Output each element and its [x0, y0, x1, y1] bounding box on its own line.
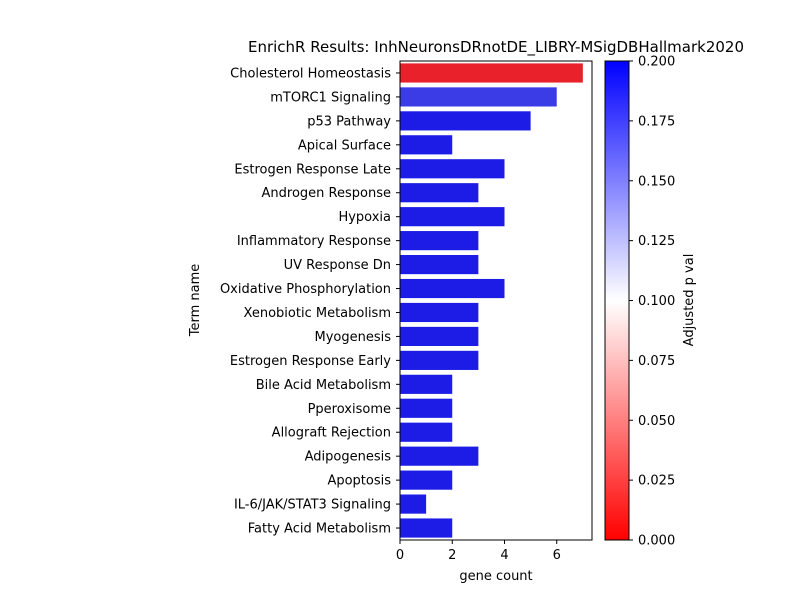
colorbar-tick-label: 0.150 [638, 174, 675, 189]
y-tick-label: Pperoxisome [308, 402, 391, 417]
y-tick-label: Xenobiotic Metabolism [244, 306, 391, 321]
colorbar-label: Adjusted p val [682, 254, 697, 347]
bar [400, 398, 453, 418]
bar [400, 494, 427, 514]
y-tick-label: UV Response Dn [284, 258, 391, 273]
plot-frame [399, 60, 593, 541]
colorbar [604, 60, 630, 541]
bar [400, 278, 505, 299]
x-tick-label: 2 [448, 548, 456, 563]
y-tick-label: Myogenesis [314, 330, 391, 345]
bar [400, 87, 557, 107]
y-tick-label: Androgen Response [262, 186, 391, 201]
bar [400, 111, 531, 131]
x-tick-label: 4 [500, 548, 508, 563]
y-tick-label: Allograft Rejection [272, 426, 391, 441]
x-axis-ticks: 0 2 4 6 [396, 540, 561, 563]
y-tick-label: Estrogen Response Early [230, 354, 391, 369]
bar [400, 374, 453, 394]
bar [400, 231, 479, 251]
bar [400, 207, 505, 227]
y-tick-label: mTORC1 Signaling [270, 90, 391, 105]
bar [400, 63, 583, 83]
bar [400, 446, 479, 466]
x-tick-label: 0 [396, 548, 404, 563]
colorbar-tick-label: 0.125 [638, 234, 675, 249]
colorbar-ticks: 0.000 0.025 0.050 0.075 0.100 0.125 0.150 0.175… [629, 55, 675, 549]
bars-group [400, 63, 583, 538]
colorbar-tick-label: 0.175 [638, 114, 675, 129]
bar [400, 302, 479, 323]
bar [400, 183, 479, 203]
colorbar-tick-label: 0.100 [638, 294, 675, 309]
colorbar-tick-label: 0.075 [638, 354, 675, 369]
y-tick-label: Adipogenesis [305, 450, 392, 465]
bar [400, 254, 479, 275]
y-tick-label: p53 Pathway [307, 114, 391, 129]
bar [400, 422, 453, 442]
colorbar-tick-label: 0.000 [638, 534, 675, 549]
y-tick-label: Inflammatory Response [237, 234, 391, 249]
x-axis-label: gene count [459, 569, 532, 584]
bar [400, 350, 479, 370]
bar [400, 470, 453, 490]
colorbar-tick-label: 0.200 [638, 55, 675, 70]
y-tick-label: Hypoxia [338, 210, 391, 225]
colorbar-tick-label: 0.025 [638, 474, 675, 489]
y-tick-label: Bile Acid Metabolism [256, 378, 391, 393]
y-tick-label: Fatty Acid Metabolism [248, 522, 391, 537]
y-tick-label: Cholesterol Homeostasis [230, 66, 391, 81]
bar [400, 326, 479, 347]
chart-title: EnrichR Results: InhNeuronsDRnotDE_LIBRY… [248, 38, 744, 57]
y-tick-labels: Cholesterol Homeostasis mTORC1 Signaling p… [220, 66, 400, 537]
y-tick-label: Apical Surface [298, 138, 391, 153]
y-tick-label: Estrogen Response Late [234, 162, 391, 177]
y-axis-label: Term name [188, 264, 203, 338]
y-tick-label: Apoptosis [327, 474, 391, 489]
bar [400, 159, 505, 179]
y-tick-label: IL-6/JAK/STAT3 Signaling [234, 498, 391, 513]
bar [400, 135, 453, 155]
bar [400, 518, 453, 538]
x-tick-label: 6 [553, 548, 561, 563]
colorbar-tick-label: 0.050 [638, 414, 675, 429]
y-tick-label: Oxidative Phosphorylation [220, 282, 391, 297]
